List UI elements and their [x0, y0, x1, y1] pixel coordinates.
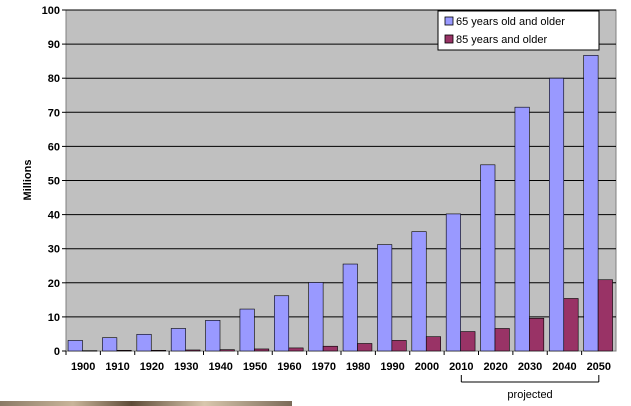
x-tick-label-2040: 2040	[552, 361, 576, 373]
x-tick-label-1990: 1990	[380, 361, 404, 373]
bar-85-plus-1980	[357, 343, 373, 352]
legend: 65 years old and older 85 years and olde…	[437, 10, 600, 51]
photo-fragment	[0, 401, 292, 406]
legend-label-65-plus: 65 years old and older	[456, 16, 565, 28]
y-tick-label: 50	[48, 176, 60, 188]
y-axis-label: Millions	[22, 160, 34, 201]
x-tick-label-2010: 2010	[449, 361, 473, 373]
bar-65-plus-2000	[411, 231, 427, 352]
bar-65-plus-2020	[480, 164, 496, 352]
bar-65-plus-2030	[514, 106, 530, 352]
projected-label: projected	[507, 389, 552, 401]
projected-bracket	[460, 375, 600, 383]
y-tick-label: 60	[48, 141, 60, 153]
y-tick-label: 80	[48, 73, 60, 85]
bar-85-plus-1960	[288, 347, 304, 352]
legend-swatch-85-plus	[444, 34, 454, 44]
x-tick-label-1960: 1960	[277, 361, 301, 373]
y-tick-label: 20	[48, 278, 60, 290]
y-tick-label: 70	[48, 107, 60, 119]
y-tick-label: 10	[48, 312, 60, 324]
bar-85-plus-1910	[116, 350, 132, 352]
bar-85-plus-2020	[494, 328, 510, 352]
y-tick-label: 100	[42, 5, 60, 17]
bar-85-plus-1950	[254, 348, 270, 352]
bar-65-plus-1930	[170, 328, 186, 352]
y-tick-label: 90	[48, 39, 60, 51]
x-tick-label-1920: 1920	[140, 361, 164, 373]
bar-65-plus-1920	[136, 333, 152, 352]
bar-65-plus-2050	[583, 55, 599, 352]
x-tick-label-2000: 2000	[415, 361, 439, 373]
bars	[67, 55, 613, 352]
bar-85-plus-2040	[563, 298, 579, 352]
bar-85-plus-1940	[219, 349, 235, 352]
bar-85-plus-2000	[425, 336, 441, 352]
bar-85-plus-1970	[322, 345, 338, 352]
bar-65-plus-1940	[205, 320, 221, 352]
bar-85-plus-2050	[597, 279, 613, 352]
bar-85-plus-1930	[185, 349, 201, 352]
bar-65-plus-1910	[102, 337, 118, 352]
x-axis-ticks: 1900 1910 1920 1930 1940 1950 1960 1970 1980 1990…	[65, 351, 611, 373]
bar-85-plus-1990	[391, 340, 407, 352]
bar-85-plus-1900	[82, 350, 98, 352]
bar-85-plus-2010	[460, 331, 476, 352]
x-tick-label-2020: 2020	[483, 361, 507, 373]
x-tick-label-1970: 1970	[312, 361, 336, 373]
bar-65-plus-1970	[308, 282, 324, 352]
x-tick-label-2050: 2050	[587, 361, 611, 373]
bar-65-plus-2040	[549, 77, 565, 352]
x-tick-label-2030: 2030	[518, 361, 542, 373]
y-axis-ticks: 0 10 20 30 40 50 60 70 80 90 100	[42, 5, 66, 358]
bar-65-plus-1900	[67, 340, 83, 352]
x-tick-label-1950: 1950	[243, 361, 267, 373]
x-tick-label-1980: 1980	[346, 361, 370, 373]
bar-65-plus-2010	[445, 213, 461, 352]
legend-label-85-plus: 85 years and older	[456, 34, 547, 46]
bar-65-plus-1960	[274, 295, 290, 352]
bar-65-plus-1990	[377, 244, 393, 352]
y-tick-label: 40	[48, 210, 60, 222]
bar-65-plus-1950	[239, 308, 255, 352]
legend-swatch-65-plus	[444, 16, 454, 26]
legend-box	[437, 10, 600, 51]
bar-65-plus-1980	[342, 263, 358, 352]
bar-85-plus-1920	[150, 350, 166, 352]
x-tick-label-1910: 1910	[105, 361, 129, 373]
bar-85-plus-2030	[529, 317, 545, 352]
x-tick-label-1940: 1940	[208, 361, 232, 373]
x-tick-label-1930: 1930	[174, 361, 198, 373]
x-tick-label-1900: 1900	[71, 361, 95, 373]
y-tick-label: 30	[48, 244, 60, 256]
y-tick-label: 0	[54, 346, 60, 358]
